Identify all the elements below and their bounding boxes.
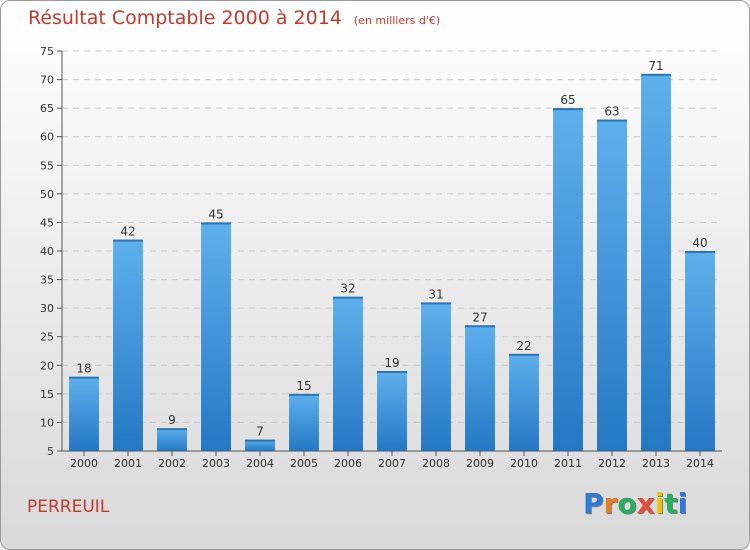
- proxiti-logo: Proxiti: [583, 487, 687, 520]
- bar-value-label: 18: [76, 362, 91, 376]
- bar-value-label: 42: [120, 225, 135, 239]
- bar-value-label: 19: [384, 356, 399, 370]
- bar-top-edge: [289, 393, 319, 396]
- x-tick-label: 2007: [378, 457, 406, 470]
- bar-top-edge: [597, 119, 627, 122]
- axes: 5 10 15 20 25 30 35 40 45 50 55 60 65 70 75 2000 2001 200…: [40, 45, 722, 470]
- y-tick-label: 45: [40, 216, 54, 229]
- bar: [685, 251, 715, 451]
- chart-title-text: Résultat Comptable 2000 à 2014: [28, 7, 342, 29]
- bar-value-label: 7: [256, 425, 264, 439]
- y-tick-label: 30: [40, 302, 54, 315]
- x-tick-label: 2004: [246, 457, 274, 470]
- bar: [377, 371, 407, 451]
- bar-top-edge: [201, 222, 231, 225]
- bar-top-edge: [685, 251, 715, 253]
- y-tick-label: 60: [40, 131, 54, 144]
- x-tick-label: 2006: [334, 457, 362, 470]
- x-tick-label: 2008: [422, 457, 450, 470]
- bar: [289, 393, 319, 451]
- bar-value-label: 22: [516, 339, 531, 353]
- logo-letter: o: [617, 487, 637, 520]
- place-name: PERREUIL: [27, 497, 110, 517]
- bar-top-edge: [465, 325, 495, 328]
- bar-value-label: 31: [428, 287, 443, 301]
- y-tick-label: 55: [40, 159, 54, 172]
- bar: [333, 296, 363, 451]
- bar-value-label: 63: [604, 105, 619, 119]
- bar: [465, 325, 495, 451]
- bar: [113, 239, 143, 451]
- bar-top-edge: [377, 371, 407, 373]
- bar: [157, 428, 187, 451]
- y-tick-label: 5: [47, 445, 54, 458]
- y-tick-label: 20: [40, 359, 54, 372]
- bar-top-edge: [245, 439, 275, 442]
- y-tick-label: 75: [40, 45, 54, 58]
- y-tick-label: 25: [40, 331, 54, 344]
- bar: [245, 439, 275, 451]
- bar: [421, 302, 451, 451]
- bar-value-label: 65: [560, 93, 575, 107]
- y-tick-label: 50: [40, 188, 54, 201]
- chart-title: Résultat Comptable 2000 à 2014 (en millie…: [28, 7, 440, 29]
- y-tick-label: 40: [40, 245, 54, 258]
- y-tick-label: 70: [40, 74, 54, 87]
- chart-subtitle: (en milliers d'€): [353, 14, 441, 27]
- bar: [553, 108, 583, 452]
- bar-value-label: 71: [648, 59, 663, 73]
- bar: [641, 73, 671, 451]
- logo-letter: P: [583, 487, 604, 520]
- x-tick-label: 2010: [510, 457, 538, 470]
- bars: 18 42 9 45 7 15 32 19 31 27 22 65 63 71 40: [69, 59, 715, 452]
- y-tick-label: 35: [40, 274, 54, 287]
- x-tick-label: 2002: [158, 457, 186, 470]
- bar-value-label: 27: [472, 310, 487, 324]
- logo-letter: r: [603, 487, 618, 520]
- bar-top-edge: [69, 376, 99, 379]
- bar-top-edge: [553, 108, 583, 111]
- y-tick-label: 10: [40, 416, 54, 429]
- x-tick-label: 2011: [554, 457, 582, 470]
- bar: [69, 376, 99, 451]
- bar: [509, 353, 539, 451]
- x-tick-label: 2012: [598, 457, 626, 470]
- bar-top-edge: [157, 428, 187, 431]
- bar-top-edge: [509, 353, 539, 356]
- x-tick-label: 2001: [114, 457, 142, 470]
- bar-top-edge: [113, 239, 143, 242]
- logo-letter: t: [664, 487, 678, 520]
- logo-letter: i: [654, 487, 665, 520]
- x-tick-label: 2013: [642, 457, 670, 470]
- bar-value-label: 9: [168, 413, 176, 427]
- bar-top-edge: [641, 73, 671, 76]
- bar-value-label: 45: [208, 207, 223, 221]
- bar-value-label: 32: [340, 282, 355, 296]
- bar-value-label: 15: [296, 379, 311, 393]
- logo-letter: i: [677, 487, 688, 520]
- bar-top-edge: [421, 302, 451, 305]
- y-tick-label: 65: [40, 102, 54, 115]
- x-tick-label: 2014: [686, 457, 714, 470]
- x-tick-label: 2009: [466, 457, 494, 470]
- bar: [201, 222, 231, 451]
- x-tick-label: 2005: [290, 457, 318, 470]
- bar: [597, 119, 627, 452]
- bar-top-edge: [333, 296, 363, 299]
- x-tick-label: 2003: [202, 457, 230, 470]
- x-tick-label: 2000: [70, 457, 98, 470]
- bar-value-label: 40: [692, 236, 707, 250]
- logo-letter: x: [636, 487, 655, 520]
- y-tick-label: 15: [40, 388, 54, 401]
